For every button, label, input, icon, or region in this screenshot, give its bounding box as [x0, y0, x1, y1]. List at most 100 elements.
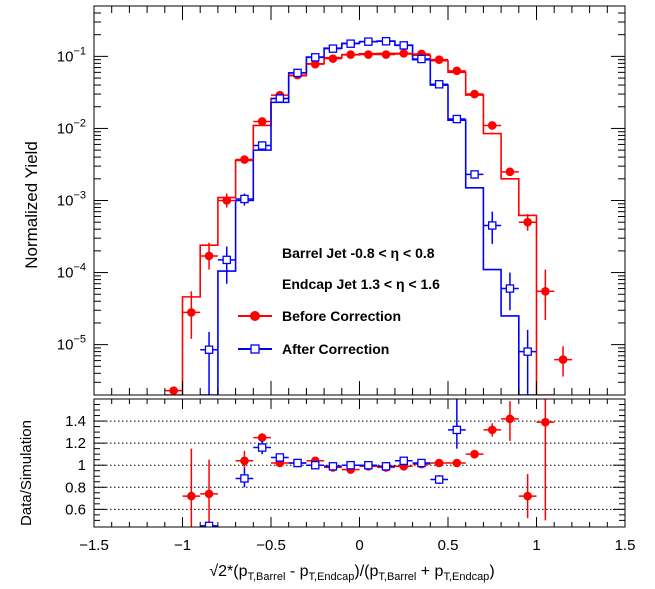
main-frame — [93, 5, 626, 396]
main-after-correction-point — [240, 194, 249, 204]
y-tick-exponent: −5 — [73, 334, 86, 346]
legend: Before Correction After Correction — [238, 308, 401, 357]
ratio-y-tick-label: 1.4 — [65, 413, 86, 430]
main-after-correction-point — [523, 347, 532, 356]
ratio-y-tick-label: 0.6 — [65, 501, 86, 518]
main-before-correction-point — [346, 50, 355, 59]
x-tick-label: −1 — [174, 537, 191, 554]
y-tick-exponent: −4 — [73, 262, 86, 274]
main-after-correction-point — [204, 345, 214, 354]
main-y-tick-label: 10−1 — [57, 45, 86, 65]
ratio-before-correction-point — [470, 449, 479, 459]
x-axis-title-part-1: √2*(p — [209, 563, 247, 580]
main-before-correction-point — [541, 286, 550, 296]
main-before-correction-point — [310, 59, 320, 69]
ratio-after-correction-point — [434, 475, 444, 484]
ratio-before-correction-point — [541, 417, 550, 427]
ratio-before-correction-point — [257, 433, 267, 442]
ratio-after-correction-point — [275, 453, 285, 462]
ratio-after-correction-point — [381, 462, 391, 471]
main-before-correction-point — [399, 49, 409, 58]
ratio-after-correction-point — [328, 462, 338, 471]
ratio-before-correction-point — [452, 458, 462, 468]
x-axis-title-sub-3: T,Barrel — [378, 571, 416, 583]
main-y-tick-label: 10−3 — [57, 190, 86, 210]
main-y-tick-label: 10−2 — [57, 117, 86, 137]
x-axis-title-part-5: ) — [489, 563, 494, 580]
main-y-tick-label: 10−5 — [57, 334, 86, 354]
main-after-correction-point — [399, 41, 408, 50]
annotation-barrel-jet: Barrel Jet -0.8 < η < 0.8 — [282, 245, 435, 261]
main-after-correction-point — [470, 170, 479, 179]
ratio-after-correction-point — [399, 456, 408, 466]
legend-after-label: After Correction — [282, 341, 389, 357]
main-before-correction-point — [328, 54, 338, 63]
main-before-correction-point — [222, 196, 232, 205]
main-before-correction-point — [257, 117, 267, 126]
y-tick-exponent: −1 — [73, 45, 86, 57]
main-y-tick-label: 10−4 — [57, 262, 86, 282]
ratio-after-correction-point — [417, 458, 426, 468]
ratio-before-correction-point — [505, 414, 515, 424]
x-axis-title-part-4: + p — [416, 563, 443, 580]
x-tick-label: −0.5 — [256, 537, 286, 554]
ratio-after-correction-point — [346, 460, 355, 470]
y-tick-base: 10 — [57, 337, 74, 354]
y-tick-base: 10 — [57, 120, 74, 137]
main-after-correction-point — [346, 39, 355, 48]
ratio-before-correction-point — [240, 456, 249, 466]
main-after-correction-point — [364, 37, 373, 46]
main-before-correction-point — [434, 55, 444, 64]
main-after-correction-point — [275, 94, 285, 103]
legend-before-marker — [250, 311, 260, 321]
y-tick-base: 10 — [57, 193, 74, 210]
annotation-endcap-jet: Endcap Jet 1.3 < η < 1.6 — [282, 276, 440, 292]
x-axis-title-sub-1: T,Barrel — [247, 571, 285, 583]
main-before-correction-point — [187, 308, 196, 317]
ratio-y-tick-label: 0.8 — [65, 479, 86, 496]
x-axis-title-part-2: - p — [285, 563, 308, 580]
x-axis-title: √2*(pT,Barrel - pT,Endcap)/(pT,Barrel + … — [209, 563, 494, 583]
main-after-correction-point — [328, 44, 338, 53]
legend-before-label: Before Correction — [282, 308, 401, 324]
ratio-y-axis-title: Data/Simulation — [18, 420, 35, 526]
y-tick-base: 10 — [57, 48, 74, 65]
main-before-correction-point — [364, 50, 373, 59]
main-after-correction-point — [381, 37, 391, 46]
main-before-correction-point — [240, 155, 249, 164]
main-after-correction-point — [452, 114, 462, 124]
ratio-before-correction-point — [187, 491, 196, 501]
main-before-correction-point — [452, 66, 462, 76]
main-after-correction-point — [417, 54, 426, 64]
x-axis-title-sub-4: T,Endcap — [443, 571, 489, 583]
main-after-correction-point — [505, 284, 515, 293]
main-before-correction-point — [558, 355, 568, 364]
x-tick-label: 1 — [532, 537, 540, 554]
ratio-y-tick-label: 1.2 — [65, 435, 86, 452]
ratio-before-correction-point — [204, 489, 214, 499]
x-tick-label: −1.5 — [79, 537, 109, 554]
main-after-correction-point — [257, 141, 267, 150]
ratio-after-correction-point — [257, 443, 267, 452]
main-after-correction-point — [222, 255, 231, 265]
ratio-after-correction-point — [310, 460, 320, 470]
main-before-correction-point — [523, 217, 532, 227]
ratio-y-tick-label: 1 — [78, 457, 86, 474]
legend-after-marker — [250, 344, 260, 354]
main-after-correction-point — [310, 53, 320, 62]
main-before-correction-point — [470, 89, 479, 99]
ratio-after-correction-point — [204, 521, 214, 527]
main-before-correction-point — [487, 121, 497, 130]
x-tick-label: 0.5 — [438, 537, 459, 554]
main-after-correction-point — [293, 68, 302, 78]
x-tick-label: 0 — [355, 537, 363, 554]
x-axis-title-part-3: )/(p — [354, 563, 378, 580]
main-before-correction-point — [381, 50, 391, 59]
ratio-after-correction-point — [452, 425, 462, 435]
y-tick-base: 10 — [57, 265, 74, 282]
y-tick-exponent: −3 — [73, 190, 86, 202]
ratio-before-correction-point — [523, 491, 532, 501]
ratio-before-correction-point — [434, 458, 444, 468]
main-after-correction-point — [487, 221, 497, 230]
